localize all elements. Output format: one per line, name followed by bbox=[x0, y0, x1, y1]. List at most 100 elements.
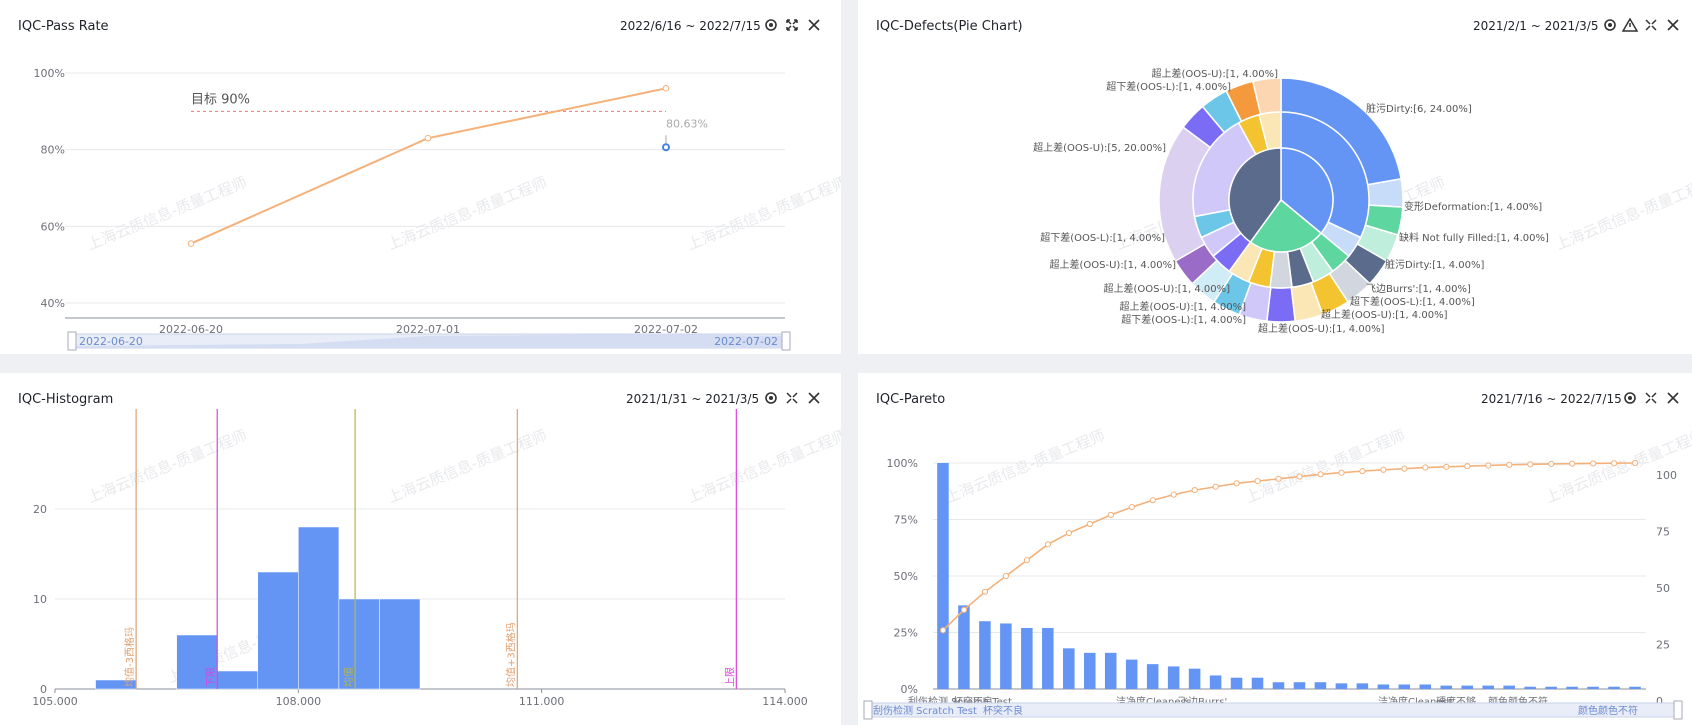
pareto-bar bbox=[1566, 686, 1578, 689]
date-range[interactable]: 2022/6/16 ~ 2022/7/15 bbox=[620, 19, 761, 33]
pie-chart: 上海云质信息-质量工程师上海云质信息-质量工程师上海云质信息-质量工程师脏污Di… bbox=[1033, 67, 1692, 335]
cumulative-point bbox=[1170, 491, 1177, 498]
watermark-text: 上海云质信息-质量工程师 bbox=[85, 173, 250, 254]
histogram-bar bbox=[257, 571, 299, 690]
zoom-end-label: 2022-07-02 bbox=[714, 335, 778, 348]
cumulative-point bbox=[1590, 460, 1597, 467]
gear-icon[interactable] bbox=[762, 389, 780, 407]
expand-icon[interactable] bbox=[1642, 16, 1660, 34]
gear-icon[interactable] bbox=[762, 16, 780, 34]
pareto-bar bbox=[1503, 685, 1515, 689]
expand-icon[interactable] bbox=[783, 16, 801, 34]
pie-slice bbox=[1280, 147, 1334, 235]
data-point bbox=[187, 240, 195, 247]
zoom-handle-right bbox=[781, 331, 791, 351]
zoom-mid-label: 杯突不良 bbox=[983, 704, 1023, 717]
pareto-bar bbox=[1146, 664, 1159, 689]
cumulative-point bbox=[1569, 460, 1576, 467]
y-tick-label-right: 0 bbox=[1656, 695, 1663, 708]
pareto-bar bbox=[1209, 675, 1222, 689]
pie-label: 变形Deformation:[1, 4.00%] bbox=[1404, 200, 1542, 213]
y-tick-label-left: 0% bbox=[901, 683, 918, 696]
cumulative-point bbox=[1548, 460, 1555, 468]
watermark-text: 上海云质信息-质量工程师 bbox=[685, 173, 841, 254]
pareto-bar bbox=[1251, 677, 1264, 689]
cumulative-point bbox=[1401, 465, 1408, 472]
pareto-bar bbox=[1063, 648, 1075, 689]
cumulative-point bbox=[1275, 475, 1282, 482]
pie-label: 超下差(OOS-L):[1, 4.00%] bbox=[1350, 295, 1475, 308]
pie-slice bbox=[1366, 177, 1404, 208]
x-tick-label: 2022-06-20 bbox=[159, 323, 223, 336]
cumulative-point bbox=[1611, 460, 1618, 467]
x-tick-label: 105.000 bbox=[32, 695, 78, 708]
pareto-bar bbox=[979, 621, 991, 689]
histogram-bar bbox=[176, 634, 218, 690]
cumulative-point bbox=[1023, 557, 1031, 564]
cumulative-point bbox=[1233, 480, 1240, 487]
cumulative-point bbox=[1149, 497, 1156, 504]
pareto-bar bbox=[1524, 686, 1536, 689]
data-point bbox=[662, 85, 670, 92]
reference-label: 均值-3西格玛 bbox=[123, 627, 136, 687]
panel-title: IQC-Histogram bbox=[18, 392, 114, 407]
gear-icon[interactable] bbox=[1621, 389, 1639, 407]
pie-slice bbox=[1266, 286, 1296, 323]
zoom-start-label: 刮伤检测 Scratch Test bbox=[873, 704, 977, 717]
watermark-text: 上海云质信息-质量工程师 bbox=[685, 426, 841, 507]
zoom-handle-left bbox=[67, 331, 77, 351]
watermark-text: 上海云质信息-质量工程师 bbox=[943, 426, 1108, 507]
pareto-bar bbox=[1000, 623, 1012, 689]
date-range[interactable]: 2021/2/1 ~ 2021/3/5 bbox=[1473, 19, 1599, 33]
cumulative-point bbox=[1191, 487, 1198, 494]
pareto-bar bbox=[1188, 668, 1201, 689]
pareto-bar bbox=[1461, 685, 1473, 689]
expand-icon[interactable] bbox=[783, 389, 801, 407]
date-range[interactable]: 2021/7/16 ~ 2022/7/15 bbox=[1481, 392, 1622, 406]
pareto-bar bbox=[1167, 666, 1180, 689]
pie-label: 缺料 Not fully Filled:[1, 4.00%] bbox=[1399, 231, 1549, 244]
watermark-text: 上海云质信息-质量工程师 bbox=[1243, 426, 1408, 507]
pareto-bar bbox=[1314, 682, 1327, 689]
pie-label: 超上差(OOS-U):[1, 4.00%] bbox=[1152, 67, 1279, 80]
pareto-panel: IQC-Pareto 2021/7/16 ~ 2022/7/15 上海云质信息-… bbox=[858, 373, 1692, 725]
expand-icon[interactable] bbox=[1642, 389, 1660, 407]
pareto-bar bbox=[1377, 684, 1390, 689]
y-tick-label: 40% bbox=[41, 297, 65, 310]
close-icon[interactable] bbox=[1664, 16, 1682, 34]
pareto-bar bbox=[1293, 682, 1306, 689]
warning-icon[interactable] bbox=[1621, 16, 1639, 34]
pareto-bar bbox=[1545, 686, 1557, 689]
pie-label: 超上差(OOS-U):[5, 20.00%] bbox=[1033, 141, 1166, 154]
pie-label: 超上差(OOS-U):[1, 4.00%] bbox=[1050, 258, 1177, 271]
pie-label: 超上差(OOS-U):[1, 4.00%] bbox=[1321, 308, 1448, 321]
pareto-bar bbox=[1021, 627, 1033, 689]
pareto-bar bbox=[1335, 683, 1348, 689]
histogram-bar bbox=[298, 526, 340, 690]
watermark-text: 上海云质信息-质量工程师 bbox=[385, 426, 550, 507]
pareto-bar bbox=[1083, 652, 1096, 689]
watermark-text: 上海云质信息-质量工程师 bbox=[1553, 173, 1692, 254]
pie-label: 超上差(OOS-U):[1, 4.00%] bbox=[1104, 282, 1231, 295]
cumulative-point bbox=[1065, 529, 1072, 537]
pie-label: 脏污Dirty:[1, 4.00%] bbox=[1385, 258, 1484, 271]
pareto-bar bbox=[1440, 685, 1453, 689]
date-range[interactable]: 2021/1/31 ~ 2021/3/5 bbox=[626, 392, 760, 406]
close-icon[interactable] bbox=[805, 389, 823, 407]
reference-label: 下限 bbox=[205, 667, 217, 687]
pie-label: 超下差(OOS-L):[1, 4.00%] bbox=[1040, 231, 1165, 244]
x-tick-label: 2022-07-01 bbox=[396, 323, 460, 336]
close-icon[interactable] bbox=[805, 16, 823, 34]
y-tick-label: 20 bbox=[33, 503, 47, 516]
gear-icon[interactable] bbox=[1601, 16, 1619, 34]
pareto-bar bbox=[937, 463, 949, 689]
close-icon[interactable] bbox=[1664, 389, 1682, 407]
watermark-text: 上海云质信息-质量工程师 bbox=[1543, 426, 1692, 507]
pie-label: 脏污Dirty:[6, 24.00%] bbox=[1366, 102, 1472, 115]
y-tick-label: 0 bbox=[40, 683, 47, 696]
watermark-text: 上海云质信息-质量工程师 bbox=[385, 173, 550, 254]
cumulative-point bbox=[1380, 466, 1387, 473]
cumulative-point bbox=[1317, 471, 1324, 478]
reference-label: 均值+3西格玛 bbox=[504, 622, 517, 687]
y-tick-label-left: 25% bbox=[894, 627, 918, 640]
